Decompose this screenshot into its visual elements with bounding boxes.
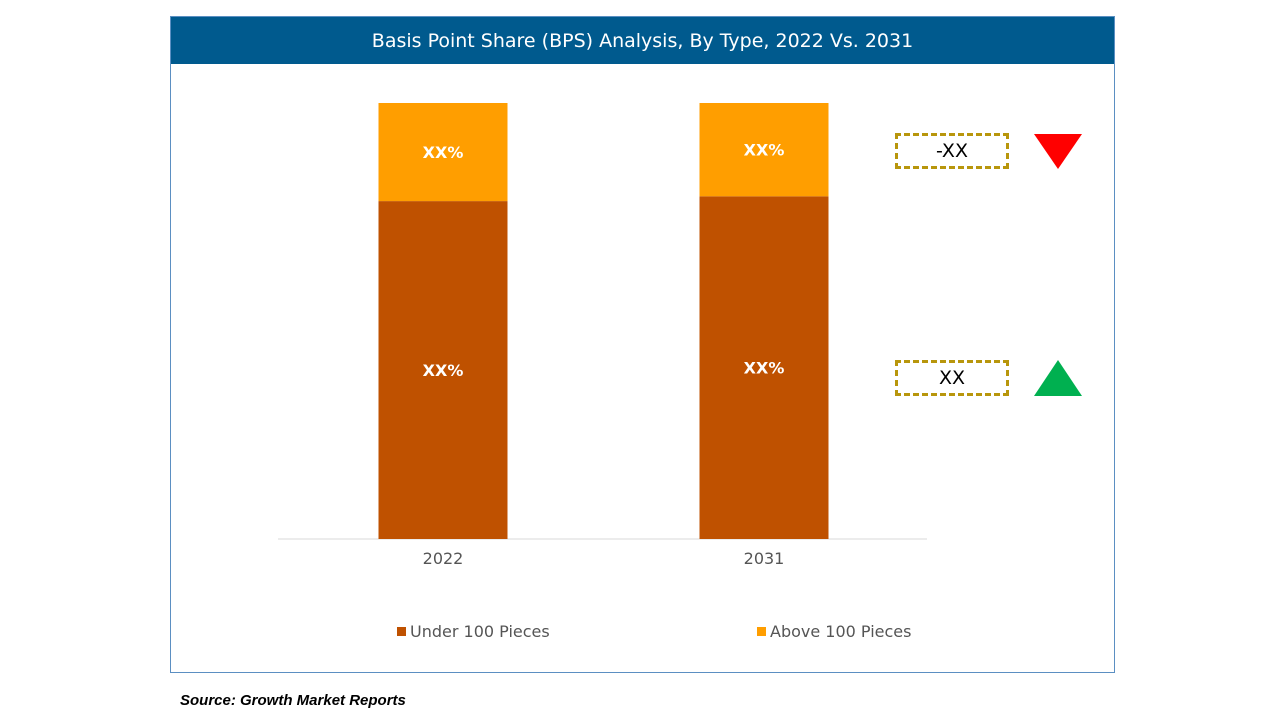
up-arrow-icon [1034,360,1082,396]
change-value-under-100: XX [938,367,966,389]
data-label-2022-under-100-pieces: XX% [423,361,464,380]
legend-label-above-100: Above 100 Pieces [770,622,912,641]
down-arrow-shape [1034,134,1082,169]
legend-swatch-under-100 [397,627,406,636]
legend-item-above-100: Above 100 Pieces [757,622,911,641]
x-tick-label-2022: 2022 [423,549,464,568]
down-arrow-icon [1034,134,1082,169]
data-label-2031-above-100-pieces: XX% [744,141,785,160]
bar-2031-under-100-pieces [699,196,829,539]
change-box-above-100: -XX [895,133,1009,169]
chart-frame: Basis Point Share (BPS) Analysis, By Typ… [170,16,1115,673]
chart-title: Basis Point Share (BPS) Analysis, By Typ… [171,17,1114,64]
bar-2031-above-100-pieces [699,103,829,197]
data-label-2031-under-100-pieces: XX% [744,359,785,378]
bar-2022-under-100-pieces [378,201,508,539]
change-box-under-100: XX [895,360,1009,396]
bar-2022-above-100-pieces [378,103,508,202]
legend: Under 100 Pieces Above 100 Pieces [171,622,1114,642]
chart-plot: XX% XX% 2022 XX% XX% 2031 [278,103,927,568]
change-value-above-100: -XX [936,140,968,162]
x-tick-label-2031: 2031 [744,549,785,568]
source-note: Source: Growth Market Reports [180,692,406,709]
data-label-2022-above-100-pieces: XX% [423,143,464,162]
legend-swatch-above-100 [757,627,766,636]
up-arrow-shape [1034,360,1082,396]
legend-item-under-100: Under 100 Pieces [397,622,550,641]
legend-label-under-100: Under 100 Pieces [410,622,550,641]
